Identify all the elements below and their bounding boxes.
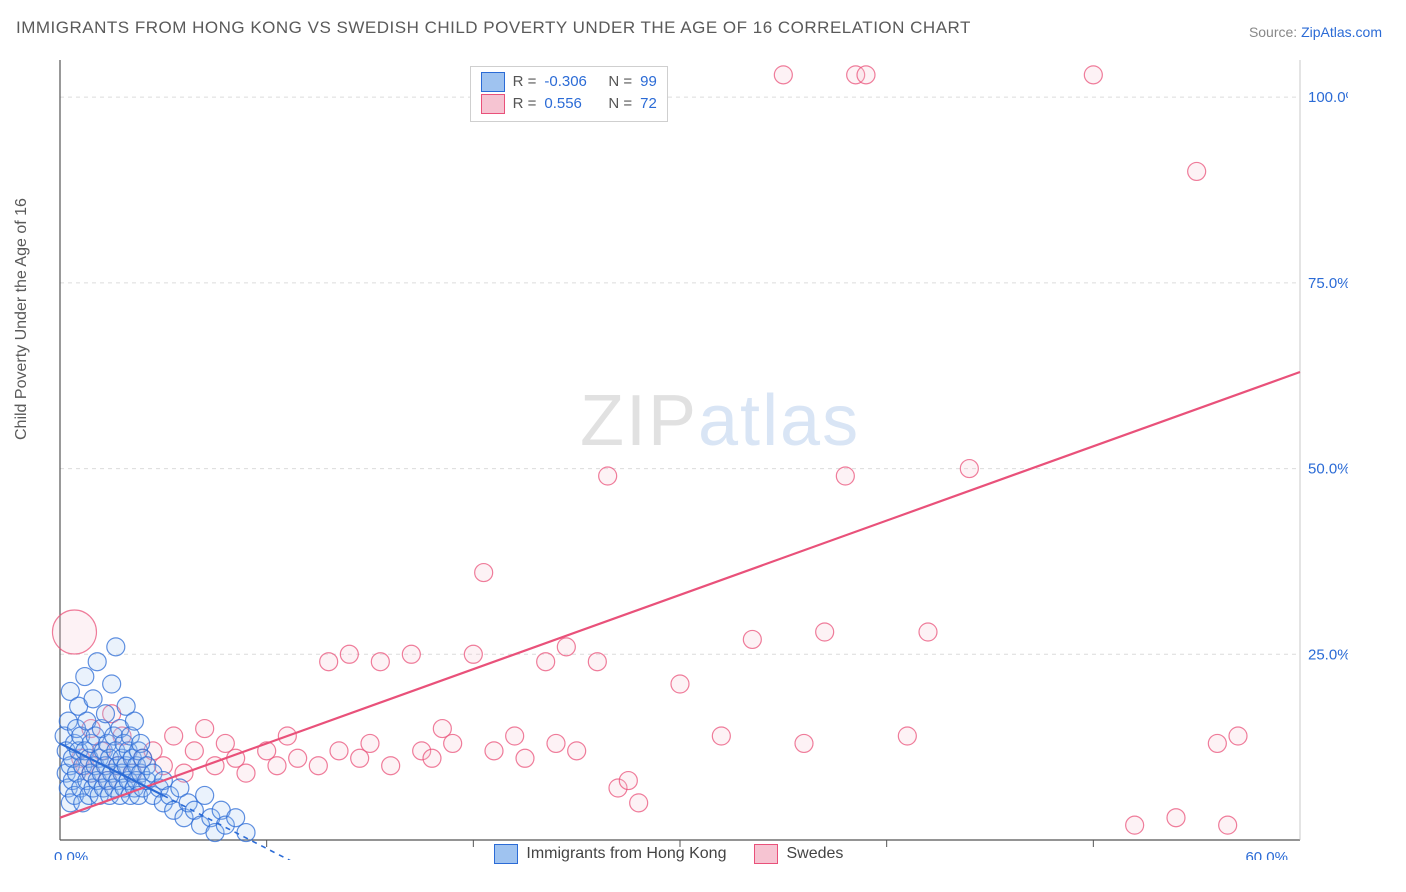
legend-row: R = -0.306 N = 99 [481,71,657,93]
svg-text:100.0%: 100.0% [1308,89,1348,106]
chart-title: IMMIGRANTS FROM HONG KONG VS SWEDISH CHI… [16,18,971,38]
legend-label: Swedes [786,845,843,863]
source-label: Source: [1249,24,1301,40]
legend-item: Swedes [754,844,843,864]
scatter-plot: 25.0% 50.0% 75.0% 100.0% 0.0% 60.0% [48,60,1348,860]
r-value: -0.306 [544,71,600,93]
legend-swatch [494,844,518,864]
svg-text:0.0%: 0.0% [54,849,88,860]
n-value: 99 [640,71,657,93]
svg-text:25.0%: 25.0% [1308,646,1348,663]
legend-label: Immigrants from Hong Kong [526,845,726,863]
source-attribution: Source: ZipAtlas.com [1249,24,1382,40]
series-legend: Immigrants from Hong Kong Swedes [494,844,843,864]
correlation-legend: R = -0.306 N = 99 R = 0.556 N = 72 [470,66,668,122]
r-label: R = [513,71,537,93]
y-axis-label: Child Poverty Under the Age of 16 [13,198,31,440]
n-value: 72 [640,93,657,115]
svg-text:60.0%: 60.0% [1245,849,1288,860]
legend-item: Immigrants from Hong Kong [494,844,726,864]
legend-swatch [754,844,778,864]
legend-swatch [481,94,505,114]
r-value: 0.556 [544,93,600,115]
legend-swatch [481,72,505,92]
legend-row: R = 0.556 N = 72 [481,93,657,115]
n-label: N = [608,93,632,115]
svg-text:75.0%: 75.0% [1308,275,1348,292]
n-label: N = [608,71,632,93]
svg-text:50.0%: 50.0% [1308,461,1348,478]
source-link[interactable]: ZipAtlas.com [1301,24,1382,40]
r-label: R = [513,93,537,115]
